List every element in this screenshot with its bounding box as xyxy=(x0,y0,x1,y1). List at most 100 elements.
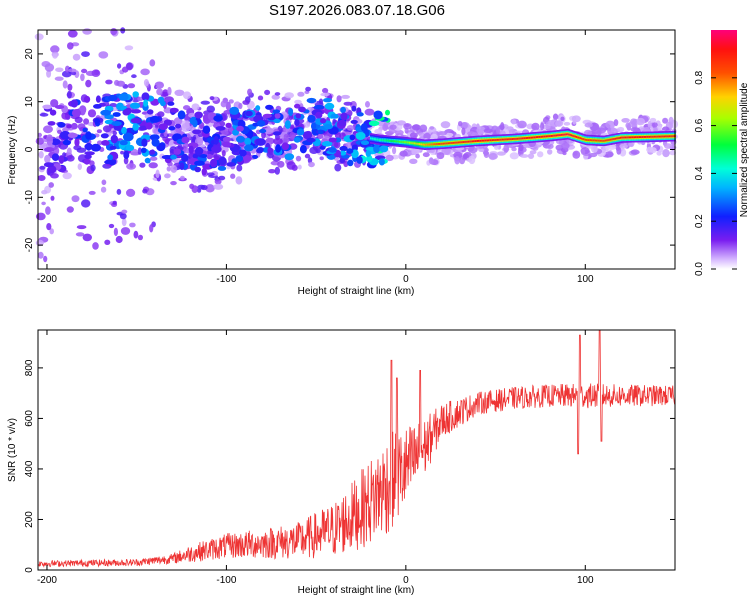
spectrogram-x-tick-label: 100 xyxy=(577,274,594,285)
spectrogram-cell xyxy=(430,143,433,146)
spectrogram-cell xyxy=(320,118,327,124)
spectrogram-cell xyxy=(587,139,590,141)
spectrogram-cell xyxy=(544,135,547,138)
spectrogram-cell xyxy=(640,136,642,138)
snr-y-tick-label: 400 xyxy=(24,460,35,477)
colorbar-tick-label: 0.4 xyxy=(694,166,705,180)
spectrogram-cell xyxy=(157,96,165,104)
spectrogram-cell xyxy=(495,139,498,141)
spectrogram-cell xyxy=(346,148,354,154)
spectrogram-cell xyxy=(168,126,176,131)
spectrogram-cell xyxy=(460,141,463,144)
spectrogram-cell xyxy=(614,137,617,140)
spectrogram-cell xyxy=(564,133,567,136)
spectrogram-cell xyxy=(576,136,578,138)
spectrogram-cell xyxy=(501,138,504,141)
spectrogram-cell xyxy=(548,135,551,138)
spectrogram-cell xyxy=(235,135,246,143)
spectrogram-cell xyxy=(127,83,136,89)
spectrogram-cell xyxy=(122,132,134,142)
spectrogram-cell xyxy=(194,160,205,166)
spectrogram-cell xyxy=(265,104,274,110)
spectrogram-cell xyxy=(586,139,588,141)
spectrogram-cell xyxy=(594,139,597,142)
spectrogram-cell xyxy=(478,139,480,142)
spectrogram-cell xyxy=(368,120,380,127)
snr-y-tick-label: 800 xyxy=(24,359,35,376)
spectrogram-cell xyxy=(388,139,391,142)
spectrogram-cell xyxy=(110,134,119,144)
spectrogram-x-ticks: -200 -100 0 100 xyxy=(37,30,594,285)
spectrogram-cell xyxy=(524,137,527,140)
spectrogram-cell xyxy=(298,106,306,113)
spectrogram-cell xyxy=(660,135,663,138)
spectrogram-cell xyxy=(272,109,281,114)
snr-y-tick-label: 200 xyxy=(24,511,35,528)
spectrogram-cell xyxy=(257,95,264,101)
spectrogram-cell xyxy=(181,153,189,162)
spectrogram-cell xyxy=(179,162,185,171)
spectrogram-x-label: Height of straight line (km) xyxy=(298,286,415,297)
spectrogram-cell xyxy=(511,147,517,152)
spectrogram-cell xyxy=(139,125,148,131)
spectrogram-cell xyxy=(668,135,671,138)
spectrogram-cell xyxy=(209,96,215,101)
spectrogram-cell xyxy=(226,162,236,167)
spectrogram-cell xyxy=(62,80,68,89)
spectrogram-cell xyxy=(41,201,46,206)
spectrogram-cell xyxy=(364,108,375,116)
spectrogram-y-tick-label: 20 xyxy=(24,48,35,60)
spectrogram-cell xyxy=(267,147,274,154)
spectrogram-cell xyxy=(378,158,385,166)
snr-y-tick-label: 0 xyxy=(24,567,35,573)
spectrogram-cell xyxy=(401,141,404,143)
spectrogram-cell xyxy=(323,98,332,103)
spectrogram-cell xyxy=(560,116,565,122)
spectrogram-cell xyxy=(46,69,52,78)
spectrogram-cell xyxy=(445,142,448,145)
spectrogram-cell xyxy=(281,142,289,151)
figure-title: S197.2026.083.07.18.G06 xyxy=(269,2,445,19)
spectrogram-cell xyxy=(422,152,430,158)
spectrogram-cell xyxy=(511,119,517,125)
spectrogram-cell xyxy=(610,125,615,129)
spectrogram-cell xyxy=(295,155,302,162)
spectrogram-cell xyxy=(375,138,377,141)
spectrogram-cell xyxy=(271,94,280,100)
spectrogram-cell xyxy=(149,59,156,67)
spectrogram-cell xyxy=(94,118,101,124)
spectrogram-cell xyxy=(392,140,395,143)
spectrogram-cell xyxy=(81,51,90,57)
spectrogram-cell xyxy=(102,125,112,133)
spectrogram-cell xyxy=(372,137,375,140)
spectrogram-cell xyxy=(44,154,51,164)
spectrogram-cell xyxy=(140,147,147,154)
spectrogram-cell xyxy=(386,139,389,142)
spectrogram-cell xyxy=(365,150,371,157)
spectrogram-cell xyxy=(339,150,347,156)
spectrogram-cell xyxy=(47,165,57,174)
spectrogram-cell xyxy=(558,134,561,137)
spectrogram-cell xyxy=(546,143,554,149)
spectrogram-cell xyxy=(409,132,418,139)
spectrogram-cell xyxy=(169,107,179,113)
spectrogram-cell xyxy=(118,93,129,101)
spectrogram-cell xyxy=(656,135,659,138)
spectrogram-cell xyxy=(382,123,388,132)
spectrogram-cell xyxy=(527,153,535,160)
spectrogram-cell xyxy=(385,109,390,116)
spectrogram-cell xyxy=(170,181,177,186)
spectrogram-cell xyxy=(221,150,226,157)
spectrogram-cell xyxy=(613,119,619,127)
spectrogram-cell xyxy=(468,146,478,154)
spectrogram-cell xyxy=(520,154,529,158)
spectrogram-cell xyxy=(454,156,461,165)
spectrogram-cell xyxy=(521,137,524,140)
spectrogram-cell xyxy=(100,186,107,193)
spectrogram-cell xyxy=(418,143,421,145)
snr-frame xyxy=(37,329,676,571)
spectrogram-cell xyxy=(509,138,512,141)
spectrogram-cell xyxy=(505,138,508,141)
spectrogram-cell xyxy=(658,135,661,138)
